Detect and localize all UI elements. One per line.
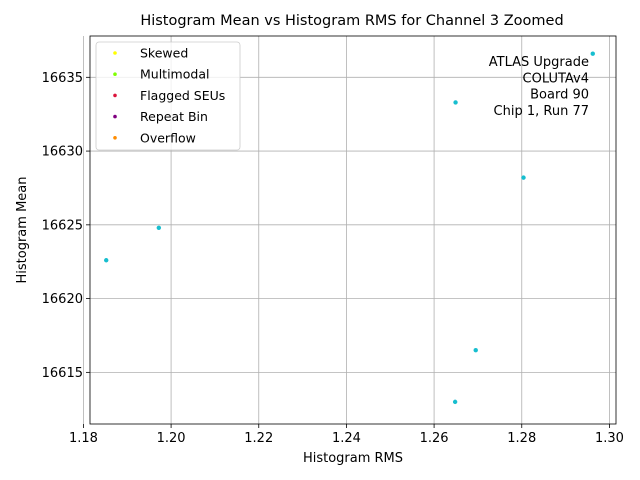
- annotation-line: Board 90: [530, 88, 589, 103]
- data-points: [104, 51, 595, 405]
- y-tick-label: 16615: [42, 366, 83, 381]
- x-tick-label: 1.18: [69, 431, 98, 446]
- legend-box: [95, 41, 241, 151]
- x-axis-label: Histogram RMS: [303, 451, 403, 466]
- chart-title: Histogram Mean vs Histogram RMS for Chan…: [140, 13, 563, 29]
- y-tick-label: 16620: [42, 292, 83, 307]
- legend-marker: [113, 136, 117, 140]
- annotation-line: Chip 1, Run 77: [494, 104, 589, 119]
- legend-marker: [113, 114, 117, 119]
- annotation-line: COLUTAv4: [523, 71, 589, 86]
- data-point: [104, 258, 109, 263]
- x-tick-label: 1.26: [420, 431, 449, 446]
- legend-marker: [113, 72, 117, 76]
- plot-area-frame: [89, 35, 617, 425]
- data-point: [156, 225, 162, 230]
- y-axis-label: Histogram Mean: [15, 177, 30, 284]
- x-tick-label: 1.30: [595, 431, 624, 446]
- x-tick-label: 1.28: [507, 431, 536, 446]
- data-point: [453, 100, 458, 105]
- legend-marker: [113, 51, 117, 55]
- legend-label: Multimodal: [140, 67, 209, 82]
- x-tick-label: 1.22: [244, 431, 273, 446]
- data-point: [590, 51, 595, 56]
- legend-label: Flagged SEUs: [140, 88, 225, 103]
- y-tick-label: 16630: [42, 145, 83, 160]
- y-tick-label: 16635: [42, 71, 83, 86]
- legend-marker: [113, 93, 117, 98]
- legend-label: Overflow: [140, 130, 196, 145]
- legend-label: Repeat Bin: [140, 109, 208, 124]
- x-tick-label: 1.24: [332, 431, 361, 446]
- annotation-line: ATLAS Upgrade: [489, 55, 589, 70]
- x-tick-label: 1.20: [157, 431, 186, 446]
- axis-ticks: 1.18 1.20 1.22 1.24 1.26 1.28 1.30 16615 16620 16…: [42, 71, 624, 446]
- legend-label: Skewed: [140, 46, 188, 61]
- data-point: [521, 175, 526, 180]
- legend: Skewed Multimodal Flagged SEUs Repeat Bin Ov…: [95, 41, 241, 151]
- y-tick-label: 16625: [42, 218, 83, 233]
- data-point: [452, 399, 458, 405]
- data-point: [473, 348, 478, 353]
